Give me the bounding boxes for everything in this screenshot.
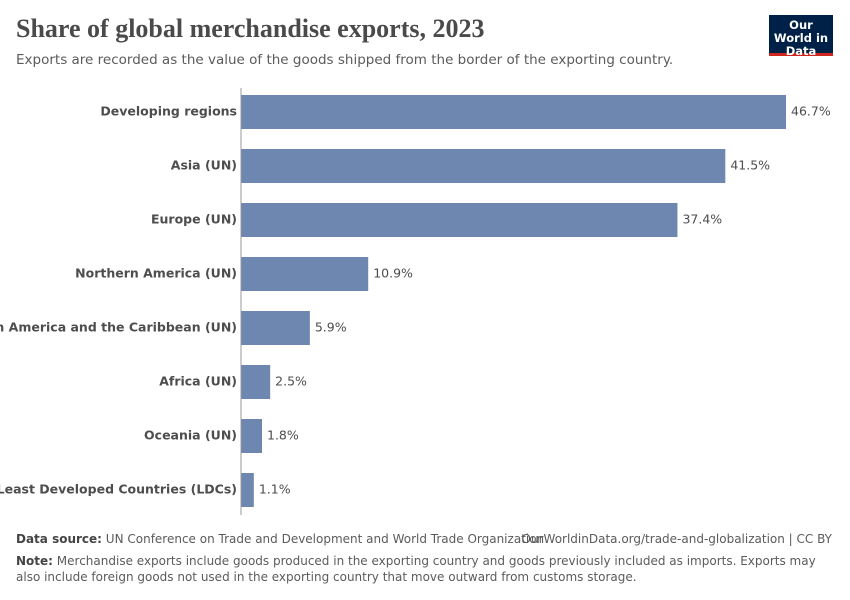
bar	[241, 419, 263, 453]
note: Note: Merchandise exports include goods …	[16, 553, 816, 585]
bar	[241, 473, 254, 507]
value-label: 1.8%	[267, 428, 299, 443]
bar	[241, 149, 726, 183]
note-text: Merchandise exports include goods produc…	[16, 554, 816, 584]
data-source: Data source: UN Conference on Trade and …	[16, 532, 544, 546]
category-label: Africa (UN)	[159, 374, 237, 389]
data-source-text: UN Conference on Trade and Development a…	[105, 532, 545, 546]
category-label: Least Developed Countries (LDCs)	[0, 482, 237, 497]
category-label: Developing regions	[100, 104, 237, 119]
bar	[241, 311, 310, 345]
bar	[241, 203, 678, 237]
value-label: 1.1%	[259, 482, 291, 497]
category-label: Northern America (UN)	[75, 266, 237, 281]
bar	[241, 257, 369, 291]
value-label: 10.9%	[373, 266, 413, 281]
source-url[interactable]: OurWorldinData.org/trade-and-globalizati…	[521, 532, 832, 546]
category-label: Europe (UN)	[151, 212, 237, 227]
category-label: Oceania (UN)	[144, 428, 237, 443]
value-label: 5.9%	[315, 320, 347, 335]
logo[interactable]: Our World in Data	[769, 15, 833, 58]
value-label: 46.7%	[791, 104, 831, 119]
bar	[241, 95, 786, 129]
chart-title: Share of global merchandise exports, 202…	[16, 14, 485, 43]
note-label: Note:	[16, 554, 53, 568]
value-label: 37.4%	[682, 212, 722, 227]
chart: Developing regions 46.7% Asia (UN) 41.5% Eur…	[0, 88, 831, 515]
value-label: 41.5%	[730, 158, 770, 173]
chart-subtitle: Exports are recorded as the value of the…	[16, 52, 674, 68]
data-source-label: Data source:	[16, 532, 102, 546]
bar	[241, 365, 271, 399]
logo-text[interactable]: Our World in Data	[773, 18, 829, 58]
value-label: 2.5%	[275, 374, 307, 389]
category-label: Latin America and the Caribbean (UN)	[0, 320, 237, 335]
category-label: Asia (UN)	[171, 158, 237, 173]
